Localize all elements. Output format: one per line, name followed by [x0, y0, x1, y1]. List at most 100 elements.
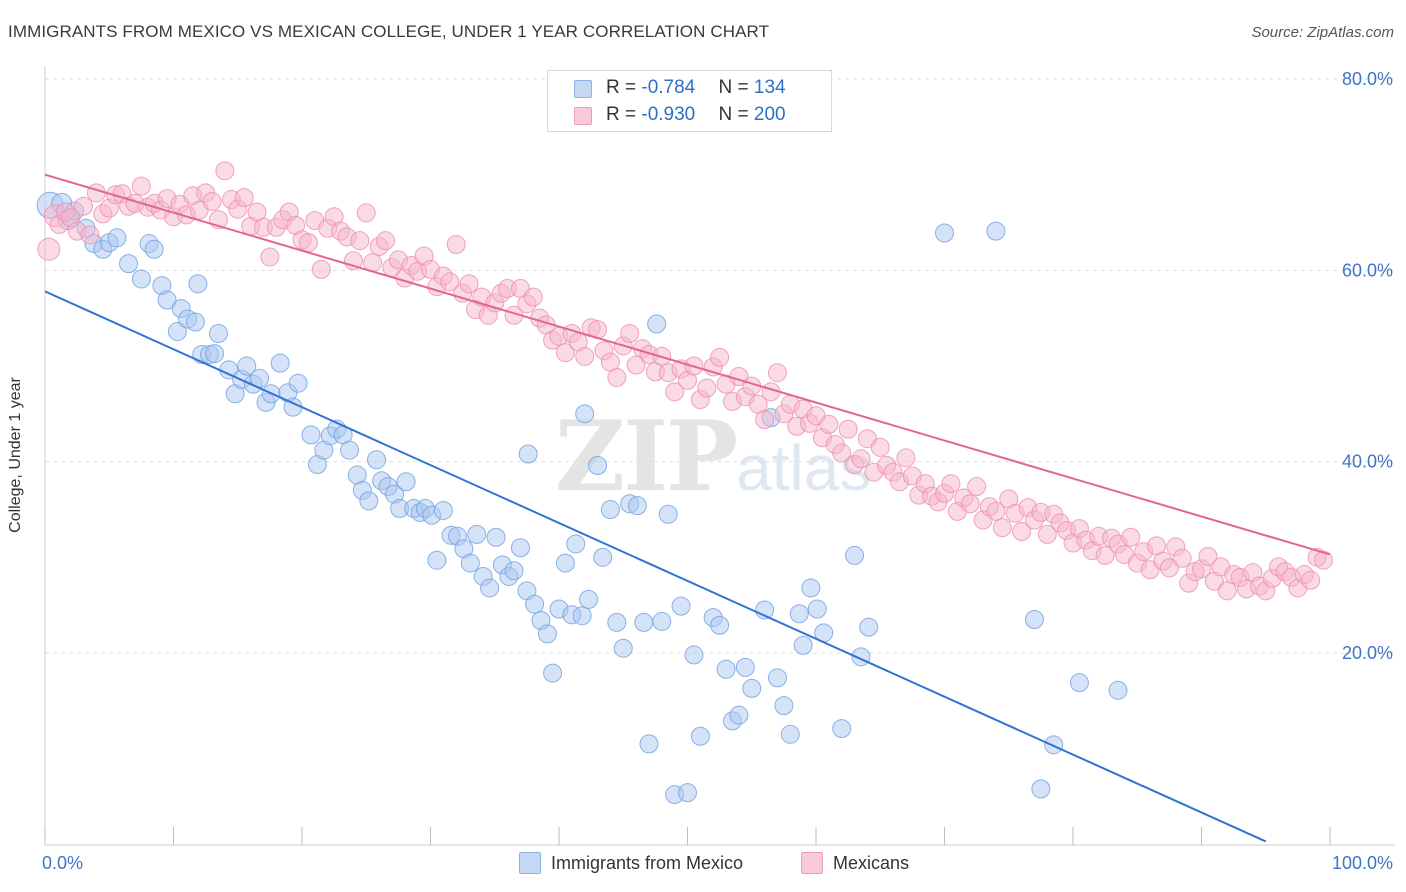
- data-point: [859, 617, 879, 637]
- data-point: [202, 191, 222, 211]
- data-point: [301, 425, 321, 445]
- legend-n-value: 134: [753, 77, 786, 98]
- data-point: [870, 437, 890, 457]
- data-point: [537, 624, 557, 644]
- data-point: [1095, 545, 1115, 565]
- data-point: [593, 547, 613, 567]
- data-point: [543, 663, 563, 683]
- data-point: [992, 518, 1012, 538]
- legend-row-immigrants: R = -0.784 N = 134: [574, 77, 786, 99]
- data-point: [459, 274, 479, 294]
- data-point: [37, 237, 61, 261]
- data-point: [579, 589, 599, 609]
- data-point: [1012, 522, 1032, 542]
- legend-label-immigrants: Immigrants from Mexico: [551, 853, 744, 873]
- data-point: [555, 553, 575, 573]
- data-point: [205, 344, 225, 364]
- legend-label-mexicans: Mexicans: [833, 853, 910, 873]
- data-point: [665, 382, 685, 402]
- data-point: [690, 726, 710, 746]
- y-tick-label: 80.0%: [1342, 69, 1393, 89]
- data-point: [1121, 527, 1141, 547]
- data-point: [467, 524, 487, 544]
- data-point: [627, 496, 647, 516]
- data-point: [427, 550, 447, 570]
- data-point: [742, 678, 762, 698]
- data-point: [288, 373, 308, 393]
- data-point: [119, 254, 139, 274]
- legend-r-label: R =: [606, 104, 642, 125]
- data-point: [350, 231, 370, 251]
- data-point: [215, 161, 235, 181]
- data-point: [486, 527, 506, 547]
- data-point: [735, 657, 755, 677]
- data-point: [555, 343, 575, 363]
- data-point: [510, 538, 530, 558]
- data-point: [107, 228, 127, 248]
- data-point: [613, 638, 633, 658]
- data-point: [639, 734, 659, 754]
- data-point: [208, 323, 228, 343]
- data-point: [801, 578, 821, 598]
- series-mexicans-points: [37, 161, 1334, 601]
- data-point: [504, 561, 524, 581]
- data-point: [1024, 610, 1044, 630]
- x-tick-label: 0.0%: [42, 853, 83, 873]
- data-point: [270, 353, 290, 373]
- legend-swatch-blue: [519, 852, 541, 874]
- data-point: [359, 491, 379, 511]
- data-point: [80, 225, 100, 245]
- data-point: [819, 414, 839, 434]
- trend-line-mexicans: [44, 173, 1331, 556]
- data-point: [647, 314, 667, 334]
- legend-n-label: N =: [718, 104, 754, 125]
- data-point: [1108, 680, 1128, 700]
- data-point: [1031, 779, 1051, 799]
- data-point: [440, 272, 460, 292]
- data-point: [523, 287, 543, 307]
- data-point: [1069, 673, 1089, 693]
- data-point: [566, 534, 586, 554]
- data-point: [780, 724, 800, 744]
- tick-labels: 20.0% 40.0% 60.0% 80.0% 0.0% 100.0%: [42, 69, 1393, 873]
- data-point: [716, 659, 736, 679]
- data-point: [607, 612, 627, 632]
- stats-legend: R = -0.784 N = 134 R = -0.930 N = 200: [547, 70, 832, 132]
- data-point: [832, 443, 852, 463]
- data-point: [188, 274, 208, 294]
- data-point: [851, 449, 871, 469]
- legend-r-value: -0.930: [641, 104, 696, 125]
- data-point: [789, 604, 809, 624]
- data-point: [607, 367, 627, 387]
- data-point: [1217, 581, 1237, 601]
- data-point: [131, 269, 151, 289]
- data-point: [1172, 548, 1192, 568]
- data-point: [986, 221, 1006, 241]
- legend-n-value: 200: [753, 104, 786, 125]
- data-point: [185, 312, 205, 332]
- data-point: [588, 455, 608, 475]
- data-point: [157, 290, 177, 310]
- legend-item-immigrants: Immigrants from Mexico: [519, 852, 743, 874]
- trend-line-immigrants: [44, 290, 1267, 843]
- data-point: [1314, 550, 1334, 570]
- series-immigrants-points: [36, 191, 1128, 805]
- data-point: [832, 719, 852, 739]
- data-point: [1301, 570, 1321, 590]
- data-point: [396, 472, 416, 492]
- data-point: [793, 635, 813, 655]
- chart-title: IMMIGRANTS FROM MEXICO VS MEXICAN COLLEG…: [8, 22, 770, 41]
- data-point: [755, 410, 775, 430]
- data-point: [340, 440, 360, 460]
- data-point: [838, 419, 858, 439]
- data-point: [845, 545, 865, 565]
- legend-n-label: N =: [718, 77, 754, 98]
- data-point: [671, 596, 691, 616]
- data-point: [74, 196, 94, 216]
- data-point: [86, 183, 106, 203]
- y-tick-label: 20.0%: [1342, 643, 1393, 663]
- legend-r-label: R =: [606, 77, 642, 98]
- data-point: [678, 783, 697, 803]
- data-point: [710, 615, 730, 635]
- data-point: [131, 176, 151, 196]
